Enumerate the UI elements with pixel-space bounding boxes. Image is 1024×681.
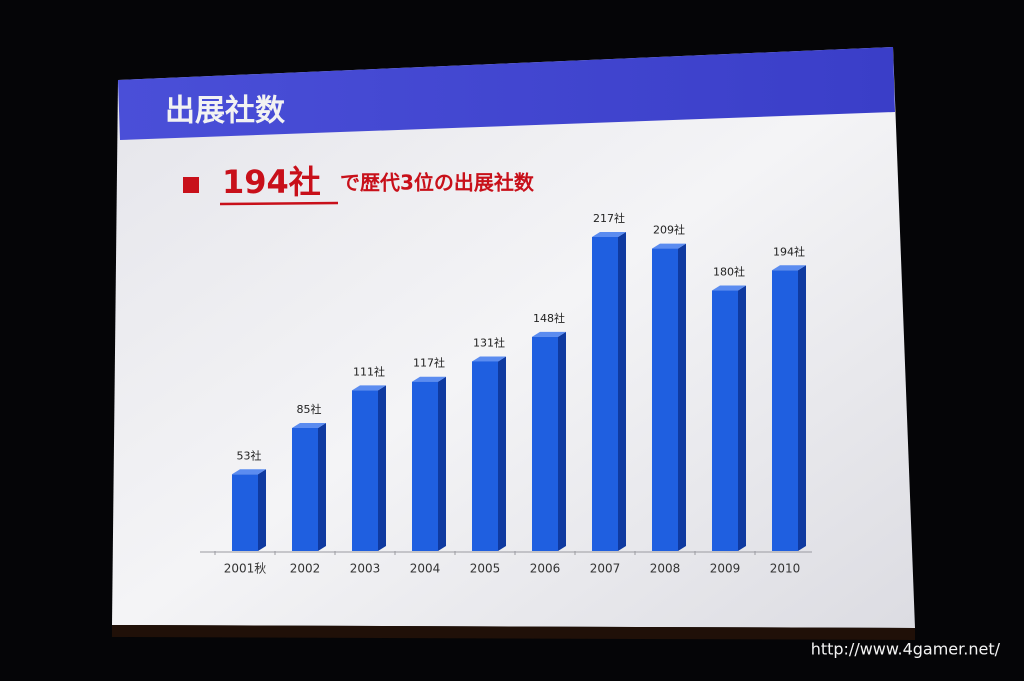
slide-title: 出展社数 (165, 94, 286, 129)
x-tick-label: 2006 (530, 562, 561, 576)
bar (472, 356, 506, 551)
value-label: 85社 (297, 402, 322, 416)
bar-side (378, 385, 386, 551)
bar-top (472, 356, 506, 362)
bar-top (412, 376, 446, 382)
x-tick-label: 2001秋 (224, 562, 267, 576)
x-tick-label: 2003 (350, 562, 381, 576)
bar-side (258, 469, 266, 551)
bar (772, 265, 806, 551)
value-label: 111社 (353, 364, 385, 378)
bar-top (232, 469, 266, 475)
x-tick-label: 2008 (650, 562, 681, 576)
x-tick-label: 2004 (410, 562, 441, 576)
bar-front (352, 390, 378, 551)
bar-side (318, 423, 326, 551)
bar (412, 376, 446, 551)
x-tick-label: 2010 (770, 562, 801, 576)
bar-top (532, 331, 566, 337)
slide-header (118, 47, 895, 140)
bar-top (292, 423, 326, 429)
value-label: 217社 (593, 211, 625, 225)
bar-top (712, 285, 746, 291)
bar-front (532, 336, 558, 551)
bar (712, 285, 746, 551)
x-tick-label: 2005 (470, 562, 501, 576)
bar (652, 243, 686, 551)
bar (592, 232, 626, 551)
headline-underline (219, 201, 339, 206)
bar-front (292, 428, 318, 551)
value-label: 209社 (653, 223, 685, 237)
bar (232, 469, 266, 551)
bar-front (712, 290, 738, 551)
x-tick-label: 2002 (290, 562, 321, 576)
bar-side (678, 243, 686, 551)
headline-number: 194社 (222, 163, 321, 201)
bar-side (798, 265, 806, 551)
bar (292, 423, 326, 551)
bar-front (472, 361, 498, 551)
bar (532, 331, 566, 551)
bar-top (652, 243, 686, 249)
bar-side (738, 285, 746, 551)
watermark: http://www.4gamer.net/ (811, 640, 1001, 659)
bar-top (592, 232, 626, 237)
bar-front (652, 248, 678, 551)
bar (352, 385, 386, 551)
bar-top (772, 265, 806, 271)
bar-front (772, 270, 798, 551)
value-label: 117社 (413, 356, 445, 370)
bar-front (592, 237, 618, 551)
x-tick-label: 2009 (710, 562, 741, 576)
bar-top (352, 385, 386, 391)
headline-text: で歴代3位の出展社数 (340, 171, 535, 195)
bullet (183, 177, 199, 193)
value-label: 180社 (713, 265, 745, 279)
bar-side (618, 232, 626, 551)
value-label: 148社 (533, 311, 565, 325)
bar-side (438, 376, 446, 551)
stage-strip (112, 625, 915, 640)
value-label: 53社 (237, 448, 262, 462)
bar-side (558, 331, 566, 551)
value-label: 131社 (473, 335, 505, 349)
bar-front (412, 381, 438, 551)
bar-front (232, 474, 258, 551)
x-tick-label: 2007 (590, 562, 621, 576)
bar-side (498, 356, 506, 551)
value-label: 194社 (773, 244, 805, 258)
